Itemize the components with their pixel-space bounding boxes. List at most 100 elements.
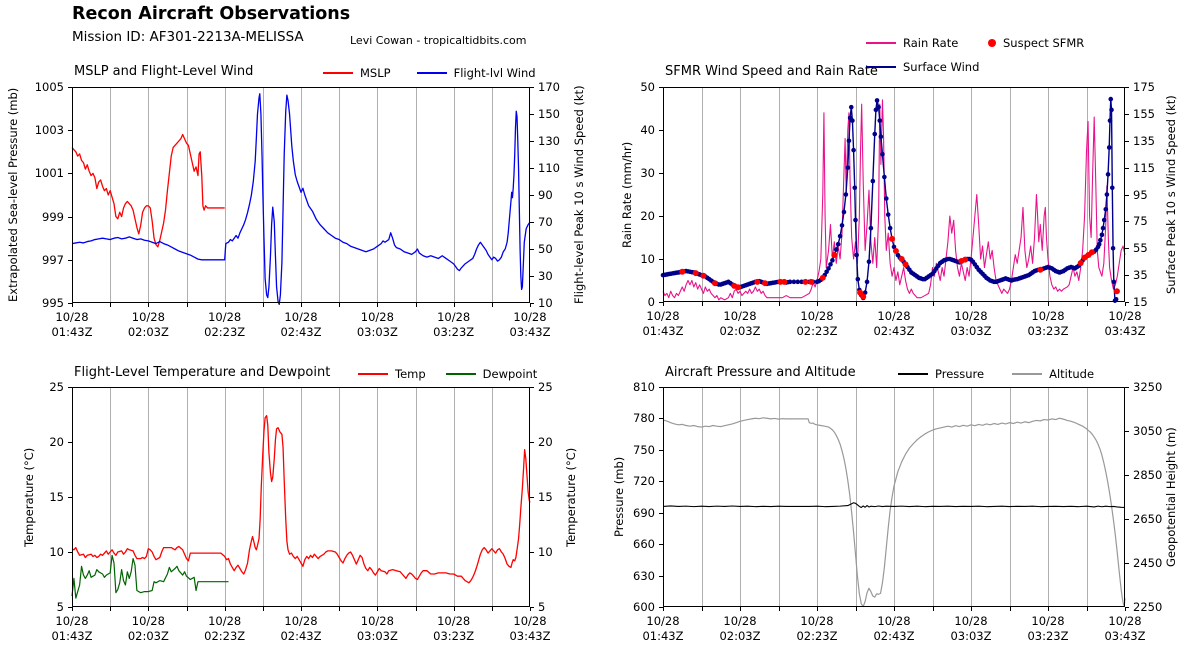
x-tick-sfmr_rain: 10/28 03:43Z	[1104, 309, 1146, 338]
legend-line-swatch	[323, 72, 353, 74]
credit-text: Levi Cowan - tropicaltidbits.com	[350, 34, 527, 47]
x-tick-sfmr_rain: 10/28 02:43Z	[873, 309, 915, 338]
x-tick-pressure_altitude: 10/28 01:43Z	[642, 614, 684, 643]
y-tick-left-sfmr_rain: 10	[640, 252, 655, 266]
y-tick-right-mslp_flight_wind: 130	[538, 134, 560, 148]
x-tick-temp_dewpoint: 10/28 02:23Z	[204, 614, 246, 643]
x-tick-temp_dewpoint: 10/28 03:43Z	[509, 614, 551, 643]
y-tick-left-pressure_altitude: 600	[633, 600, 655, 614]
y-tick-left-sfmr_rain: 30	[640, 166, 655, 180]
y-tick-left-pressure_altitude: 660	[633, 537, 655, 552]
x-tick-mslp_flight_wind: 10/28 02:23Z	[204, 310, 246, 339]
x-tick-sfmr_rain: 10/28 03:23Z	[1027, 309, 1069, 338]
x-tick-pressure_altitude: 10/28 03:43Z	[1104, 614, 1146, 643]
x-tick-mslp_flight_wind: 10/28 03:03Z	[356, 310, 398, 339]
y-tick-left-pressure_altitude: 690	[633, 505, 655, 520]
legend-item-suspect-sfmr: Suspect SFMR	[988, 36, 1084, 50]
y-tick-right-pressure_altitude: 2450	[1133, 556, 1163, 570]
legend-line-swatch	[358, 373, 388, 375]
legend-line-swatch	[898, 373, 928, 375]
y-tick-left-mslp_flight_wind: 1001	[34, 166, 64, 181]
legend-line-swatch	[416, 72, 447, 74]
y-tick-left-pressure_altitude: 750	[633, 442, 655, 457]
y-tick-right-pressure_altitude: 2650	[1133, 512, 1163, 526]
y-tick-left-mslp_flight_wind: 999	[42, 209, 64, 224]
x-tick-mslp_flight_wind: 10/28 03:23Z	[433, 310, 475, 339]
x-tick-temp_dewpoint: 10/28 03:03Z	[356, 614, 398, 643]
y-tick-right-sfmr_rain: 75	[1133, 214, 1148, 229]
legend-sfmr-rain: Rain Rate Suspect SFMR Surface Wind	[866, 36, 1084, 74]
chart-canvas-pressure_altitude	[651, 375, 1137, 619]
x-tick-mslp_flight_wind: 10/28 01:43Z	[51, 310, 93, 339]
x-tick-temp_dewpoint: 10/28 02:43Z	[280, 614, 322, 643]
y-tick-right-pressure_altitude: 2250	[1133, 600, 1163, 614]
y-tick-right-mslp_flight_wind: 10	[538, 296, 553, 310]
y-tick-right-sfmr_rain: 115	[1133, 160, 1155, 175]
y-tick-right-sfmr_rain: 35	[1133, 268, 1148, 283]
x-tick-temp_dewpoint: 10/28 02:03Z	[127, 614, 169, 643]
y-tick-right-temp_dewpoint: 10	[538, 545, 553, 559]
legend-line-swatch	[1012, 373, 1043, 375]
axis-label-sea-level-pressure: Extrapolated Sea-level Pressure (mb)	[6, 87, 20, 303]
y-tick-right-sfmr_rain: 155	[1133, 106, 1155, 121]
x-tick-pressure_altitude: 10/28 03:03Z	[950, 614, 992, 643]
y-tick-right-mslp_flight_wind: 90	[538, 188, 553, 202]
legend-line-swatch	[866, 66, 896, 68]
legend-item-surface-wind: Surface Wind	[866, 60, 988, 74]
y-tick-left-temp_dewpoint: 5	[56, 600, 64, 614]
y-tick-right-mslp_flight_wind: 50	[538, 242, 553, 256]
x-tick-temp_dewpoint: 10/28 01:43Z	[51, 614, 93, 643]
legend-line-swatch	[445, 373, 476, 375]
x-tick-pressure_altitude: 10/28 03:23Z	[1027, 614, 1069, 643]
x-tick-pressure_altitude: 10/28 02:23Z	[796, 614, 838, 643]
x-tick-mslp_flight_wind: 10/28 02:43Z	[280, 310, 322, 339]
y-tick-right-mslp_flight_wind: 70	[538, 215, 553, 229]
y-tick-right-sfmr_rain: 55	[1133, 241, 1148, 256]
mission-id: Mission ID: AF301-2213A-MELISSA	[72, 29, 304, 45]
y-tick-right-temp_dewpoint: 20	[538, 435, 553, 449]
legend-line-swatch	[866, 42, 896, 44]
y-tick-right-pressure_altitude: 3250	[1133, 380, 1163, 394]
y-tick-right-pressure_altitude: 2850	[1133, 468, 1163, 482]
x-tick-mslp_flight_wind: 10/28 03:43Z	[509, 310, 551, 339]
x-tick-pressure_altitude: 10/28 02:03Z	[719, 614, 761, 643]
y-tick-left-temp_dewpoint: 25	[49, 380, 64, 394]
x-tick-mslp_flight_wind: 10/28 02:03Z	[127, 310, 169, 339]
y-tick-left-pressure_altitude: 720	[633, 474, 655, 489]
y-tick-right-sfmr_rain: 15	[1133, 295, 1148, 309]
legend-dot-swatch	[988, 39, 996, 47]
chart-canvas-temp_dewpoint	[60, 375, 542, 619]
y-tick-left-mslp_flight_wind: 1005	[34, 80, 64, 94]
x-tick-sfmr_rain: 10/28 02:23Z	[796, 309, 838, 338]
chart-canvas-mslp_flight_wind	[60, 75, 542, 315]
y-tick-left-mslp_flight_wind: 997	[42, 252, 64, 267]
y-tick-left-sfmr_rain: 20	[640, 209, 655, 223]
axis-label-rain-rate: Rain Rate (mm/hr)	[620, 141, 634, 248]
page-title: Recon Aircraft Observations	[72, 4, 351, 24]
y-tick-left-temp_dewpoint: 15	[49, 490, 64, 504]
chart-canvas-sfmr_rain	[651, 75, 1137, 314]
y-tick-right-sfmr_rain: 175	[1133, 80, 1155, 94]
y-tick-right-sfmr_rain: 95	[1133, 187, 1148, 202]
y-tick-left-mslp_flight_wind: 995	[42, 296, 64, 310]
x-tick-sfmr_rain: 10/28 01:43Z	[642, 309, 684, 338]
y-tick-left-pressure_altitude: 810	[633, 380, 655, 394]
y-tick-right-temp_dewpoint: 15	[538, 490, 553, 504]
x-tick-sfmr_rain: 10/28 02:03Z	[719, 309, 761, 338]
x-tick-pressure_altitude: 10/28 02:43Z	[873, 614, 915, 643]
axis-label-geopotential-height: Geopotential Height (m)	[1164, 427, 1178, 567]
y-tick-left-pressure_altitude: 630	[633, 568, 655, 583]
x-tick-temp_dewpoint: 10/28 03:23Z	[433, 614, 475, 643]
y-tick-right-temp_dewpoint: 5	[538, 600, 546, 614]
y-tick-left-pressure_altitude: 780	[633, 411, 655, 426]
y-tick-left-sfmr_rain: 0	[647, 295, 655, 309]
y-tick-left-mslp_flight_wind: 1003	[34, 123, 64, 138]
y-tick-left-sfmr_rain: 40	[640, 123, 655, 137]
x-tick-sfmr_rain: 10/28 03:03Z	[950, 309, 992, 338]
y-tick-right-mslp_flight_wind: 170	[538, 80, 560, 94]
y-tick-right-mslp_flight_wind: 110	[538, 161, 560, 175]
legend-item-rain-rate: Rain Rate	[866, 36, 988, 50]
y-tick-left-sfmr_rain: 50	[640, 80, 655, 94]
y-tick-left-temp_dewpoint: 10	[49, 545, 64, 559]
